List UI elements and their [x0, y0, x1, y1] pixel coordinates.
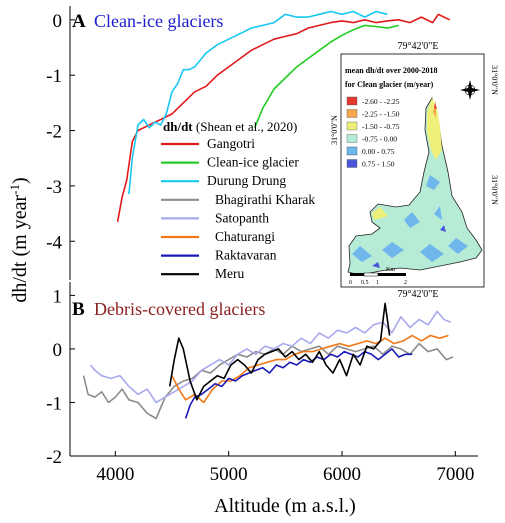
y-axis-label-close: )	[9, 177, 31, 184]
map-legend-swatch	[346, 109, 358, 118]
panel-b-y-tick-label: 0	[53, 340, 63, 361]
map-legend-label: 0.00 - 0.75	[362, 147, 395, 156]
legend-label: Raktavaran	[215, 248, 277, 263]
panel-a-letter: A	[72, 11, 86, 32]
panel-b-y-tick-label: -1	[46, 393, 62, 414]
panel-b-y-tick-label: 1	[53, 286, 63, 307]
map-legend-label: -2.25 - -1.50	[362, 110, 400, 119]
legend-title-rest: (Shean et al., 2020)	[193, 119, 298, 134]
series-meru	[168, 302, 391, 401]
x-axis-ticks: 4000 5000 6000 7000	[96, 451, 474, 485]
map-legend-swatch	[346, 159, 358, 168]
map-legend-swatch	[346, 96, 358, 106]
map-legend-swatch	[346, 146, 358, 156]
series-durung-drung	[128, 10, 388, 195]
scale-bar: 0 0.5 1 2 Km	[349, 267, 407, 286]
svg-text:dh/dt (Shean et al., 2020): dh/dt (Shean et al., 2020)	[163, 119, 297, 134]
map-legend-label: -2.60 - -2.25	[362, 97, 400, 106]
inset-map: 79°42'0"E 79°42'0"E 31°0'0"N 31°0'0"N 31…	[330, 41, 499, 300]
map-legend-title-1: mean dh/dt over 2000-2018	[345, 66, 438, 75]
scale-label-0: 0	[349, 280, 352, 286]
panel-a-y-ticks: 0 -1 -2 -3 -4	[46, 11, 75, 253]
panel-b-y-ticks: 1 0 -1 -2	[46, 286, 75, 468]
map-legend-label: 0.75 - 1.50	[362, 160, 395, 169]
series-chaturangi	[171, 334, 449, 404]
map-legend-label: -0.75 - 0.00	[362, 135, 397, 144]
map-right-lat-mid-label: 31°0'0"N	[490, 175, 499, 205]
legend-label: Durung Drung	[207, 173, 286, 188]
map-left-lat-label: 31°0'0"N	[330, 115, 339, 145]
panel-a-title: Clean-ice glaciers	[94, 11, 223, 31]
map-top-lon-label: 79°42'0"E	[398, 41, 439, 52]
legend-label: Gangotri	[207, 136, 255, 151]
glacier-map	[347, 97, 483, 276]
svg-text:dh/dt (m year-1): dh/dt (m year-1)	[7, 177, 31, 302]
scale-label-2: 2	[404, 280, 407, 286]
series-bhagirathi-kharak	[82, 342, 454, 420]
panel-a-y-tick-label: 0	[53, 11, 63, 32]
panel-b-y-tick-label: -2	[46, 447, 62, 468]
panel-b-letter: B	[72, 299, 85, 320]
x-tick-label: 7000	[436, 464, 474, 485]
map-right-lat-top-label: 31°0'0"N	[490, 65, 499, 95]
legend-label: Chaturangi	[215, 229, 275, 244]
series-clean-ice-glacier	[253, 24, 399, 129]
map-legend-classes: -2.60 - -2.25 -2.25 - -1.50 -1.50 - -0.75 -…	[346, 96, 400, 169]
series-satopanth	[89, 310, 452, 404]
map-bottom-lon-label: 79°42'0"E	[398, 289, 439, 300]
map-legend-label: -1.50 - -0.75	[362, 122, 400, 131]
x-tick-label: 6000	[323, 464, 361, 485]
map-legend-swatch	[346, 121, 358, 131]
y-axis-label: dh/dt (m year-1)	[7, 177, 31, 302]
x-tick-label: 5000	[210, 464, 248, 485]
map-legend-swatch	[346, 134, 358, 143]
panel-b-title: Debris-covered glaciers	[94, 299, 265, 319]
scale-label-05: 0.5	[361, 280, 369, 286]
y-axis-label-main: dh/dt (m year	[9, 195, 31, 303]
panel-b-series	[82, 302, 454, 420]
panel-a-y-tick-label: -3	[46, 177, 62, 198]
panel-a-y-tick-label: -4	[46, 232, 62, 253]
legend-title-bold: dh/dt	[163, 119, 193, 134]
scale-label-1: 1	[376, 280, 379, 286]
panel-a-series	[116, 10, 451, 223]
map-legend-title-2: for Clean glacier (m/year)	[345, 80, 434, 89]
legend-label: Satopanth	[215, 210, 269, 225]
north-arrow-icon	[460, 80, 480, 100]
x-tick-label: 4000	[96, 464, 134, 485]
x-axis-label: Altitude (m a.s.l.)	[214, 495, 356, 517]
legend-label: Meru	[215, 266, 244, 281]
panel-a-y-tick-label: -2	[46, 122, 62, 143]
panel-b-frame	[69, 282, 478, 457]
legend-label: Bhagirathi Kharak	[215, 192, 315, 207]
legend-label: Clean-ice glacier	[207, 155, 299, 170]
legend: dh/dt (Shean et al., 2020) Gangotri Clean…	[161, 119, 315, 281]
panel-a-y-tick-label: -1	[46, 66, 62, 87]
y-axis-label-sup: -1	[7, 184, 22, 195]
series-raktavaran	[184, 348, 413, 419]
scale-unit: Km	[386, 267, 395, 273]
